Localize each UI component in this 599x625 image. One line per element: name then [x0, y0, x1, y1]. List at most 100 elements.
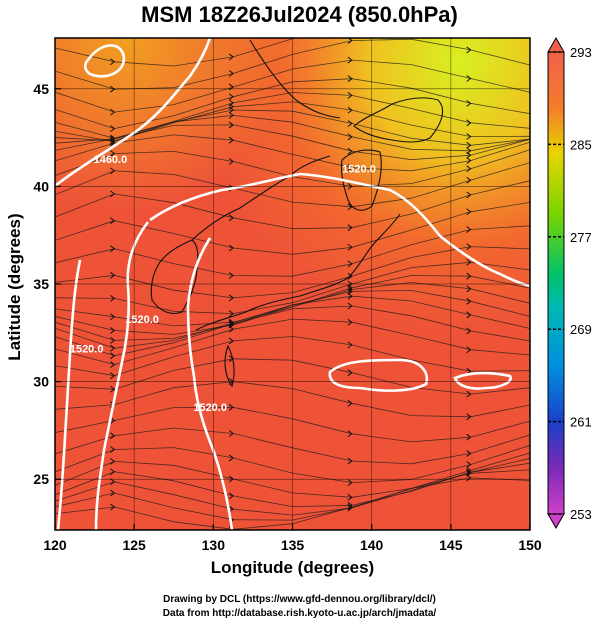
streamline-arrow	[467, 17, 471, 23]
streamline-arrow	[110, 85, 116, 93]
streamline-arrow	[466, 243, 472, 251]
streamline-arrow	[228, 103, 234, 111]
streamline-arrow	[110, 190, 116, 198]
streamline-arrow	[466, 327, 472, 335]
streamline-arrow	[110, 125, 116, 133]
streamline-arrow	[347, 341, 353, 349]
streamline-arrow	[110, 108, 116, 116]
streamline-arrow	[347, 503, 353, 511]
contour-label: 1520.0	[125, 314, 159, 326]
streamline-arrow	[466, 176, 472, 184]
streamline-arrow	[347, 75, 353, 83]
streamline-arrow	[110, 352, 116, 360]
height-contours	[55, 38, 530, 530]
streamline-arrow	[110, 294, 116, 302]
streamline-arrow	[347, 286, 353, 293]
colorbar-tick-label: 269	[570, 322, 592, 337]
streamline-arrow	[110, 313, 116, 321]
grid-lines	[55, 38, 530, 530]
streamline-arrow	[347, 260, 353, 268]
streamline-arrow	[110, 245, 116, 253]
streamline-arrow	[110, 167, 116, 175]
streamline-arrow	[466, 99, 472, 107]
x-tick-label: 125	[122, 537, 146, 553]
x-tick-label: 120	[43, 537, 67, 553]
streamline-arrow	[228, 310, 234, 317]
streamline-arrow	[466, 297, 472, 305]
colorbar-body	[547, 51, 565, 515]
streamline-arrow	[466, 474, 472, 482]
streamline-arrow	[466, 346, 472, 354]
streamline-arrow	[347, 120, 353, 127]
y-tick-label: 25	[33, 471, 49, 487]
colorbar: 293 285 277 269 261 253	[547, 36, 592, 530]
contour-label: 1520.0	[342, 164, 376, 176]
colorbar-tick-label: 277	[570, 230, 592, 245]
streamline-arrow	[228, 294, 234, 302]
streamline-arrow	[466, 433, 472, 441]
streamline-arrow	[466, 461, 472, 468]
streamline-arrow	[347, 106, 353, 114]
streamline-arrow	[110, 432, 116, 440]
streamline-arrow	[466, 75, 472, 82]
streamline-arrow	[347, 430, 353, 438]
streamline-arrow	[110, 344, 116, 352]
streamline-arrow	[110, 372, 116, 380]
streamline-arrow	[228, 272, 234, 279]
streamline-arrow	[228, 244, 234, 252]
y-tick-label: 40	[33, 178, 49, 194]
streamline-arrow	[228, 53, 234, 61]
streamline-arrow	[110, 150, 116, 157]
streamline-arrow	[347, 133, 353, 141]
streamline-arrow	[347, 493, 353, 501]
streamline-arrow	[347, 56, 353, 64]
streamline-arrow	[347, 457, 353, 465]
streamline-arrow	[228, 106, 234, 114]
streamline-arrow	[110, 139, 116, 147]
streamline-arrow	[347, 318, 353, 326]
streamline-arrow	[347, 501, 353, 509]
streamline-arrow	[466, 285, 472, 293]
x-tick-label: 130	[202, 537, 226, 553]
colorbar-tick-label: 261	[570, 415, 592, 430]
y-tick-label: 35	[33, 276, 49, 292]
streamline-arrow	[347, 369, 353, 377]
streamline-arrow	[466, 46, 472, 54]
streamline-arrow	[228, 70, 234, 77]
streamline-arrow	[228, 111, 234, 119]
y-tick-label: 30	[33, 374, 49, 390]
streamline-arrow	[228, 492, 234, 500]
streamline-arrow	[110, 468, 116, 476]
streamline-arrow	[347, 479, 353, 486]
x-tick-label: 135	[281, 537, 305, 553]
x-tick-label: 150	[518, 537, 542, 553]
contour-label: 1520.0	[70, 343, 104, 355]
streamline-arrow	[228, 93, 234, 101]
coastlines	[150, 39, 444, 388]
chart-title: MSM 18Z26Jul2024 (850.0hPa)	[141, 2, 458, 27]
colorbar-tick-label: 253	[570, 507, 592, 522]
streamline-arrow	[347, 302, 353, 310]
streamline-arrow	[466, 413, 472, 421]
x-tick-label: 145	[439, 537, 463, 553]
streamline-arrow	[228, 158, 234, 165]
contour-labels: 1460.0 1520.0 1520.0 1520.0 1520.0	[70, 154, 376, 414]
streamline-arrow	[466, 208, 472, 216]
streamline-arrow	[110, 327, 116, 334]
credit-data: Data from http://database.rish.kyoto-u.a…	[162, 608, 437, 619]
streamline-arrow	[466, 467, 472, 474]
streamline-arrow	[228, 214, 234, 222]
y-tick-label: 45	[33, 81, 49, 97]
x-axis-label: Longitude (degrees)	[210, 558, 375, 577]
streamline-arrow	[110, 446, 116, 453]
colorbar-tick-label: 293	[570, 45, 592, 60]
streamline-arrow	[228, 337, 234, 345]
streamline-arrow	[466, 226, 472, 233]
colorbar-bottom-arrow	[547, 513, 565, 530]
streamline-arrow	[228, 320, 234, 328]
streamline-arrow	[228, 430, 234, 437]
streamline-arrow	[110, 385, 116, 393]
streamline-arrow	[466, 133, 472, 140]
colorbar-ticks: 293 285 277 269 261 253	[548, 45, 592, 522]
